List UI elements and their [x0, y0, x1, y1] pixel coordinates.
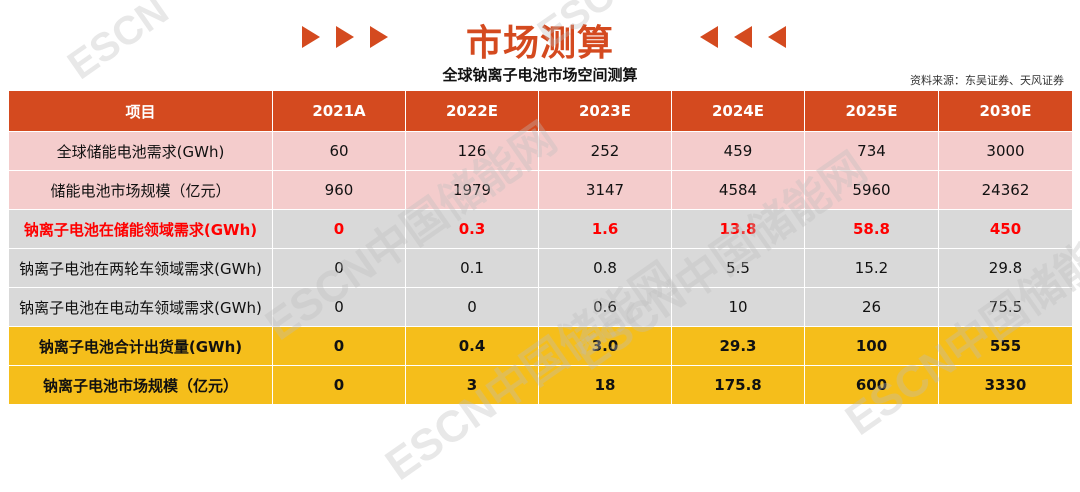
market-estimate-table: 项目 2021A 2022E 2023E 2024E 2025E 2030E 全… — [8, 90, 1073, 405]
table-row: 钠离子电池合计出货量(GWh) 0 0.4 3.0 29.3 100 555 — [8, 326, 1073, 366]
table-cell: 1.6 — [538, 209, 672, 249]
table-header-row: 项目 2021A 2022E 2023E 2024E 2025E 2030E — [8, 90, 1073, 132]
table-cell: 734 — [804, 131, 939, 171]
row-label: 钠离子电池市场规模（亿元） — [8, 365, 273, 405]
source-note: 资料来源：东吴证券、天风证券 — [910, 74, 1064, 87]
row-label: 钠离子电池在储能领域需求(GWh) — [8, 209, 273, 249]
table-cell: 3330 — [938, 365, 1073, 405]
table-cell: 3 — [405, 365, 539, 405]
table-cell: 0 — [272, 209, 406, 249]
table-cell: 450 — [938, 209, 1073, 249]
row-label: 钠离子电池在电动车领域需求(GWh) — [8, 287, 273, 327]
table-cell: 100 — [804, 326, 939, 366]
column-header: 2022E — [405, 90, 539, 132]
column-header: 2021A — [272, 90, 406, 132]
table-cell: 126 — [405, 131, 539, 171]
table-cell: 0.8 — [538, 248, 672, 288]
table-cell: 3.0 — [538, 326, 672, 366]
table-cell: 24362 — [938, 170, 1073, 210]
table-cell: 29.8 — [938, 248, 1073, 288]
arrow-left-icon — [700, 26, 718, 48]
table-subtitle: 全球钠离子电池市场空间测算 — [442, 66, 638, 84]
table-cell: 5960 — [804, 170, 939, 210]
table-cell: 0 — [272, 287, 406, 327]
table-cell: 555 — [938, 326, 1073, 366]
table-cell: 13.8 — [671, 209, 805, 249]
row-label: 全球储能电池需求(GWh) — [8, 131, 273, 171]
table-row: 钠离子电池在两轮车领域需求(GWh) 0 0.1 0.8 5.5 15.2 29… — [8, 248, 1073, 288]
arrow-left-icon — [768, 26, 786, 48]
column-header: 项目 — [8, 90, 273, 132]
table-cell: 0.4 — [405, 326, 539, 366]
column-header: 2025E — [804, 90, 939, 132]
table-row: 储能电池市场规模（亿元） 960 1979 3147 4584 5960 243… — [8, 170, 1073, 210]
table-cell: 1979 — [405, 170, 539, 210]
table-cell: 252 — [538, 131, 672, 171]
table-cell: 960 — [272, 170, 406, 210]
arrow-right-icon — [336, 26, 354, 48]
table-cell: 18 — [538, 365, 672, 405]
table-cell: 0 — [272, 365, 406, 405]
table-cell: 175.8 — [671, 365, 805, 405]
table-row: 钠离子电池在电动车领域需求(GWh) 0 0 0.6 10 26 75.5 — [8, 287, 1073, 327]
table-cell: 0 — [405, 287, 539, 327]
arrow-right-icon — [370, 26, 388, 48]
column-header: 2024E — [671, 90, 805, 132]
table-cell: 60 — [272, 131, 406, 171]
table-row: 全球储能电池需求(GWh) 60 126 252 459 734 3000 — [8, 131, 1073, 171]
row-label: 钠离子电池在两轮车领域需求(GWh) — [8, 248, 273, 288]
table-cell: 0 — [272, 248, 406, 288]
arrow-right-icon — [302, 26, 320, 48]
table-cell: 3147 — [538, 170, 672, 210]
table-cell: 29.3 — [671, 326, 805, 366]
row-label: 储能电池市场规模（亿元） — [8, 170, 273, 210]
table-cell: 4584 — [671, 170, 805, 210]
table-cell: 58.8 — [804, 209, 939, 249]
table-row: 钠离子电池在储能领域需求(GWh) 0 0.3 1.6 13.8 58.8 45… — [8, 209, 1073, 249]
table-cell: 0 — [272, 326, 406, 366]
title-bar: 市场测算 — [0, 8, 1080, 64]
table-cell: 5.5 — [671, 248, 805, 288]
table-cell: 0.1 — [405, 248, 539, 288]
table-cell: 75.5 — [938, 287, 1073, 327]
column-header: 2023E — [538, 90, 672, 132]
table-cell: 0.6 — [538, 287, 672, 327]
table-cell: 15.2 — [804, 248, 939, 288]
table-cell: 459 — [671, 131, 805, 171]
table-cell: 26 — [804, 287, 939, 327]
row-label: 钠离子电池合计出货量(GWh) — [8, 326, 273, 366]
table-cell: 600 — [804, 365, 939, 405]
arrow-left-icon — [734, 26, 752, 48]
table-cell: 10 — [671, 287, 805, 327]
page-title: 市场测算 — [465, 23, 614, 64]
table-row: 钠离子电池市场规模（亿元） 0 3 18 175.8 600 3330 — [8, 365, 1073, 405]
column-header: 2030E — [938, 90, 1073, 132]
table-cell: 0.3 — [405, 209, 539, 249]
table-cell: 3000 — [938, 131, 1073, 171]
